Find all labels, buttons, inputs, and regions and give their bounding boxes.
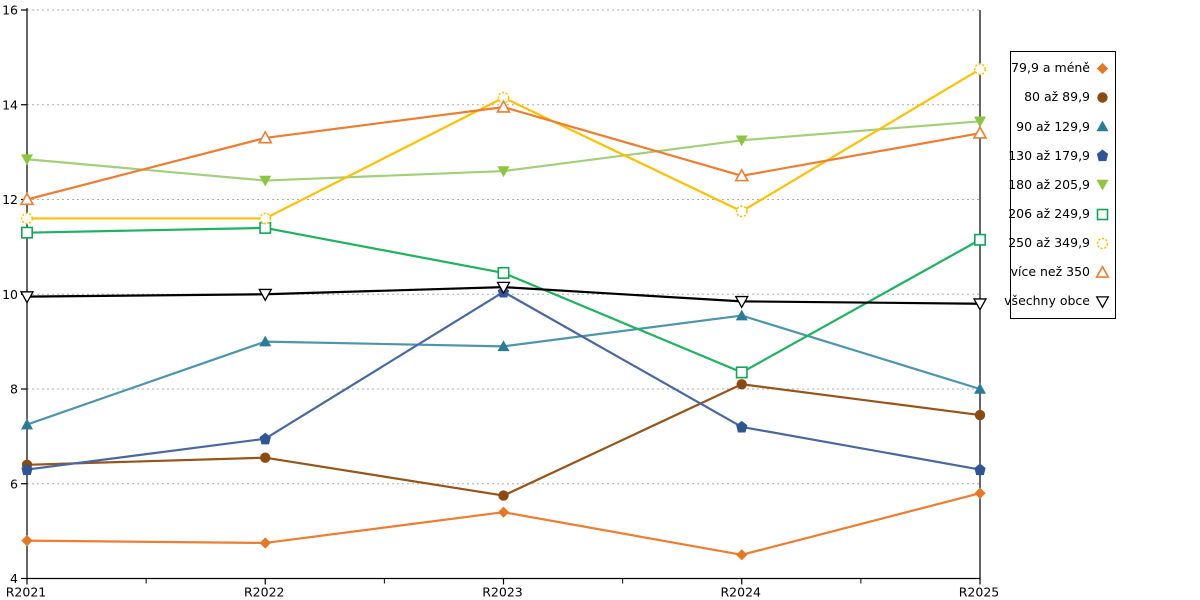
y-axis-label-12: 12: [2, 192, 18, 207]
series-line-250-a-349-9: [27, 68, 981, 220]
legend-item-90-a-129-9: 90 až 129,9: [1013, 119, 1110, 134]
y-axis-label-6: 6: [10, 476, 18, 491]
marker-90-a-129-9-r2022: [259, 335, 272, 347]
square-open-legend-marker-icon: [1096, 208, 1109, 220]
triangle-down-legend-marker-icon: [1096, 180, 1109, 191]
legend-label: 130 až 179,9: [1008, 147, 1090, 163]
x-axis-label-r2024: R2024: [721, 585, 762, 600]
x-axis-label-r2022: R2022: [244, 585, 285, 600]
marker-180-a-205-9-r2025: [974, 116, 986, 128]
marker-206-a-249-9-r2024: [735, 366, 748, 379]
legend-item-180-a-205-9: 180 až 205,9: [1008, 177, 1110, 192]
x-axis-label-r2025: R2025: [959, 585, 1000, 600]
marker-80-a-89-9-r2024: [736, 379, 747, 390]
marker-90-a-129-9-r2025: [974, 383, 986, 394]
marker-180-a-205-9-r2022: [259, 175, 272, 187]
marker-180-a-205-9-r2021: [21, 154, 33, 166]
circle-open-dashed-legend-marker-icon: [1096, 237, 1109, 249]
legend-item-206-a-249-9: 206 až 249,9: [1008, 207, 1110, 222]
marker-v-echny-obce-r2025: [972, 298, 988, 312]
marker-79-9-a-m-n-r2025: [974, 487, 986, 499]
marker-v-ce-ne-350-r2025: [972, 125, 988, 139]
marker-v-echny-obce-r2024: [734, 295, 749, 309]
y-axis-label-8: 8: [10, 382, 18, 397]
legend-item-250-a-349-9: 250 až 349,9: [1008, 236, 1110, 251]
x-axis-label-r2023: R2023: [482, 585, 523, 600]
marker-v-echny-obce-r2021: [19, 291, 35, 304]
marker-v-ce-ne-350-r2024: [734, 168, 750, 182]
legend-item-v-ce-ne-350: více než 350: [1010, 264, 1110, 280]
legend-label: 80 až 89,9: [1024, 89, 1090, 105]
marker-v-ce-ne-350-r2021: [19, 191, 35, 206]
marker-79-9-a-m-n-r2023: [497, 506, 510, 518]
legend-item-80-a-89-9: 80 až 89,9: [1013, 90, 1110, 105]
marker-79-9-a-m-n-r2022: [259, 537, 271, 549]
series-line-79-9-a-m-n: [26, 492, 981, 556]
y-axis-label-4: 4: [10, 571, 18, 586]
triangle-up-open-legend-marker-icon: [1095, 264, 1110, 278]
marker-206-a-249-9-r2021: [20, 226, 33, 239]
marker-90-a-129-9-r2023: [497, 340, 510, 352]
legend-label: 90 až 129,9: [1016, 118, 1090, 134]
legend-label: 206 až 249,9: [1008, 205, 1090, 221]
marker-79-9-a-m-n-r2021: [21, 535, 33, 547]
legend-label: všechny obce: [1004, 293, 1090, 309]
marker-206-a-249-9-r2025: [973, 233, 986, 246]
legend-label: 180 až 205,9: [1008, 176, 1090, 192]
marker-130-a-179-9-r2021: [21, 463, 33, 476]
marker-250-a-349-9-r2025: [974, 63, 986, 76]
series-line-80-a-89-9: [26, 383, 981, 497]
legend-label: více než 350: [1010, 264, 1090, 280]
marker-180-a-205-9-r2023: [497, 166, 510, 178]
legend-box: 79,9 a méně 80 až 89,9 90 až 129,9 130 až 1…: [1004, 51, 1116, 319]
marker-130-a-179-9-r2024: [736, 420, 748, 433]
diamond-legend-marker-icon: [1096, 62, 1109, 75]
legend-item-130-a-179-9: 130 až 179,9: [1008, 148, 1110, 163]
y-axis-label-14: 14: [2, 97, 18, 112]
series-line-90-a-129-9: [26, 314, 981, 426]
pentagon-legend-marker-icon: [1096, 149, 1109, 162]
legend-item-79-9-a-m-n: 79,9 a méně: [1011, 60, 1110, 76]
marker-79-9-a-m-n-r2024: [736, 549, 748, 561]
y-axis-label-16: 16: [2, 3, 18, 18]
x-axis-label-r2021: R2021: [6, 585, 47, 600]
marker-250-a-349-9-r2022: [259, 212, 272, 225]
legend-label: 250 až 349,9: [1008, 234, 1090, 250]
legend-item-v-echny-obce: všechny obce: [1004, 294, 1110, 309]
marker-90-a-129-9-r2024: [735, 309, 748, 321]
marker-250-a-349-9-r2021: [21, 212, 33, 225]
marker-v-ce-ne-350-r2022: [257, 130, 273, 144]
triangle-up-legend-marker-icon: [1096, 120, 1109, 132]
marker-90-a-129-9-r2021: [21, 418, 33, 430]
triangle-down-open-legend-marker-icon: [1095, 296, 1110, 309]
marker-180-a-205-9-r2024: [735, 135, 748, 147]
marker-130-a-179-9-r2025: [974, 463, 986, 476]
marker-80-a-89-9-r2022: [260, 452, 271, 463]
marker-80-a-89-9-r2025: [974, 409, 986, 421]
marker-v-ce-ne-350-r2023: [496, 99, 511, 113]
y-axis-label-10: 10: [2, 287, 18, 302]
marker-130-a-179-9-r2022: [259, 432, 271, 445]
marker-v-echny-obce-r2022: [258, 288, 273, 302]
circle-legend-marker-icon: [1097, 92, 1108, 103]
marker-v-echny-obce-r2023: [496, 281, 511, 295]
marker-206-a-249-9-r2023: [497, 266, 510, 279]
legend-label: 79,9 a méně: [1011, 60, 1090, 76]
marker-80-a-89-9-r2023: [498, 490, 509, 501]
marker-250-a-349-9-r2024: [735, 205, 748, 218]
